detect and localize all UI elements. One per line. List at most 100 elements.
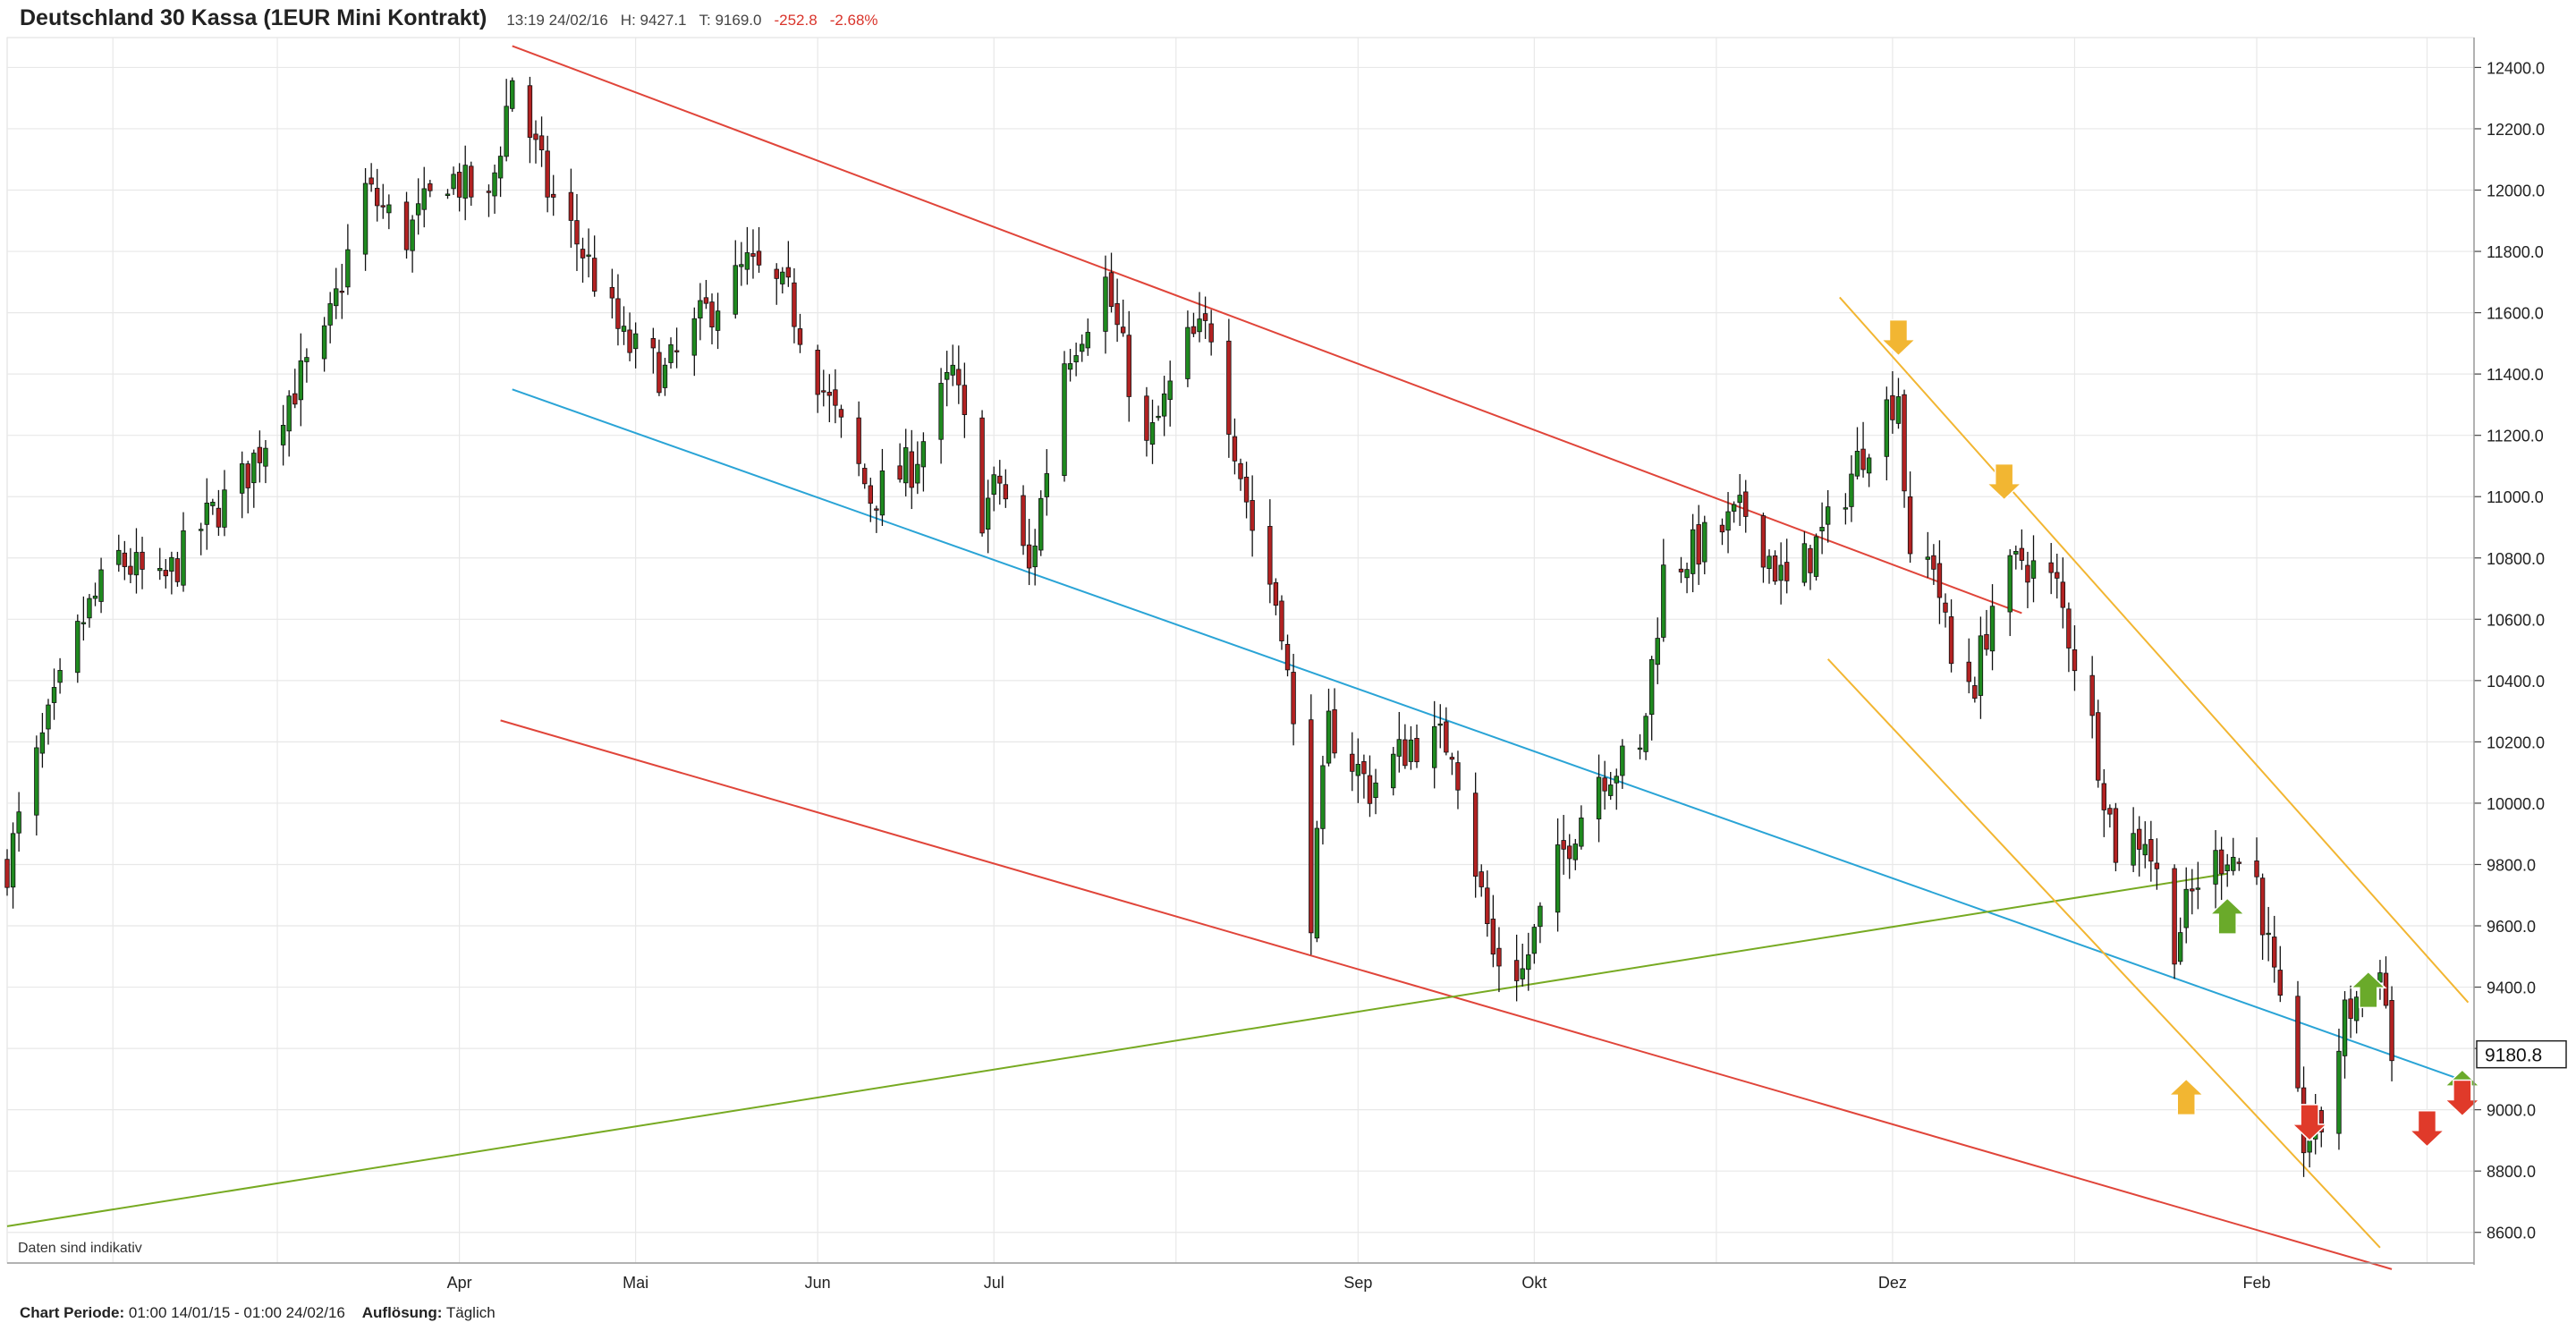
candle <box>75 614 80 683</box>
candle <box>615 274 621 346</box>
candle <box>1232 418 1238 475</box>
candle <box>733 240 738 319</box>
candle <box>715 292 721 350</box>
candle <box>1849 454 1854 522</box>
candle <box>1579 805 1584 850</box>
candle <box>915 441 920 495</box>
candle <box>1408 725 1414 770</box>
candle <box>1496 927 1502 993</box>
candle <box>1690 513 1696 593</box>
candle <box>1719 518 1725 546</box>
candle <box>87 594 92 628</box>
y-tick-label: 11000.0 <box>2487 488 2544 506</box>
candle <box>1978 616 1984 719</box>
candle <box>2259 873 2266 961</box>
candle <box>668 337 674 369</box>
candle <box>621 306 627 345</box>
candle <box>838 404 844 438</box>
candle <box>1326 688 1332 767</box>
candle <box>1355 738 1361 803</box>
candle <box>2224 853 2230 887</box>
candle <box>16 792 21 852</box>
quote-time: 13:19 24/02/16 <box>506 12 608 29</box>
candle <box>991 466 996 512</box>
candle <box>2277 945 2283 1003</box>
candle <box>2295 980 2301 1092</box>
candle <box>133 528 140 594</box>
candle <box>222 470 227 537</box>
candle <box>1866 454 1872 487</box>
x-tick-label: Jun <box>805 1274 831 1292</box>
candle <box>950 344 955 386</box>
chart-footer: Chart Periode: 01:00 14/01/15 - 01:00 24… <box>20 1304 496 1322</box>
candle <box>46 699 51 745</box>
candle <box>1596 754 1602 843</box>
candle <box>574 193 580 271</box>
candle <box>956 345 962 404</box>
candle <box>1760 513 1767 583</box>
signal-arrows <box>1879 318 2481 1148</box>
candle <box>1161 376 1167 437</box>
y-tick-label: 12400.0 <box>2487 59 2545 77</box>
x-tick-label: Mai <box>623 1274 648 1292</box>
candle <box>856 401 861 477</box>
candle <box>1062 351 1067 482</box>
y-tick-label: 10000.0 <box>2487 795 2545 813</box>
candle <box>428 180 433 198</box>
candle <box>403 191 410 259</box>
x-tick-label: Jul <box>984 1274 1004 1292</box>
trend-line <box>500 719 2393 1270</box>
candle <box>756 226 762 273</box>
chart-header: Deutschland 30 Kassa (1EUR Mini Kontrakt… <box>20 5 891 41</box>
candle <box>774 263 779 305</box>
candle <box>1931 544 1936 585</box>
candle <box>2019 529 2025 571</box>
candle <box>245 461 250 513</box>
candle <box>1414 725 1419 768</box>
candle <box>903 428 909 496</box>
candle <box>1860 421 1866 478</box>
candle <box>1320 755 1326 845</box>
candle <box>1391 747 1396 796</box>
candle <box>1273 578 1279 615</box>
candle <box>263 439 268 484</box>
candle <box>174 551 181 587</box>
signal-arrow-up <box>2167 1078 2206 1116</box>
candle <box>1373 768 1378 815</box>
candle <box>2389 986 2394 1081</box>
candle <box>2177 917 2183 965</box>
candle <box>57 657 63 694</box>
candle <box>2066 602 2072 673</box>
y-tick-label: 12000.0 <box>2487 182 2545 200</box>
signal-arrow-down <box>2443 1079 2481 1117</box>
candle <box>944 351 950 407</box>
candle <box>2353 990 2360 1034</box>
candle <box>1472 772 1479 898</box>
candle <box>979 410 985 537</box>
quote-last: T: 9169.0 <box>699 12 762 29</box>
candle <box>703 279 709 309</box>
candle <box>591 235 597 297</box>
candle <box>962 362 968 438</box>
candle <box>1226 318 1232 458</box>
trend-lines <box>6 45 2470 1270</box>
candle <box>2342 991 2348 1079</box>
candle <box>1361 754 1367 799</box>
candle <box>1185 310 1191 387</box>
candle <box>2072 625 2078 691</box>
candle <box>1449 752 1455 776</box>
candle <box>2096 699 2101 788</box>
candle <box>2183 867 2189 944</box>
candle <box>1144 386 1149 457</box>
current-price-label: 9180.8 <box>2485 1046 2542 1066</box>
candle <box>780 267 785 294</box>
signal-arrow-down <box>2408 1110 2446 1148</box>
candle <box>1538 902 1543 944</box>
candle <box>1767 549 1772 584</box>
axes: 12400.0 12200.0 12000.0 11800.0 11600.0 11400… <box>7 38 2567 1292</box>
candle <box>1531 923 1538 964</box>
candle <box>1108 252 1114 313</box>
candle <box>1907 471 1913 564</box>
candle <box>2142 821 2148 869</box>
